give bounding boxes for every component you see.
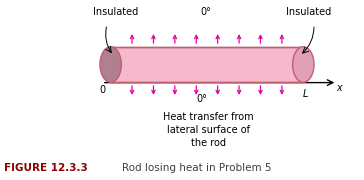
- Text: Rod losing heat in Problem 5: Rod losing heat in Problem 5: [109, 163, 272, 173]
- Text: 0: 0: [100, 85, 106, 95]
- Text: $L$: $L$: [302, 87, 309, 99]
- Text: Insulated: Insulated: [94, 7, 139, 17]
- Text: FIGURE 12.3.3: FIGURE 12.3.3: [4, 163, 87, 173]
- Text: 0°: 0°: [196, 94, 207, 104]
- Bar: [111, 47, 303, 82]
- Text: Insulated: Insulated: [286, 7, 331, 17]
- Ellipse shape: [293, 47, 314, 82]
- Text: $x$: $x$: [336, 83, 344, 93]
- Text: Heat transfer from
lateral surface of
the rod: Heat transfer from lateral surface of th…: [163, 112, 254, 148]
- Text: 0°: 0°: [201, 7, 212, 17]
- Ellipse shape: [100, 47, 121, 82]
